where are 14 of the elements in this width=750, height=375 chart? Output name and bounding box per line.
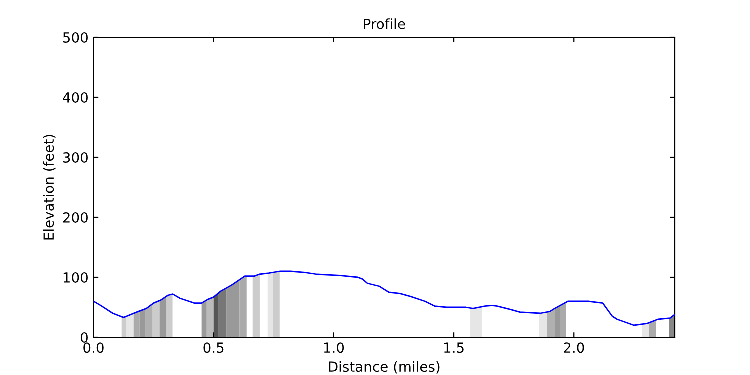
y-axis-title: Elevation (feet) [43,135,56,240]
chart-title: Profile [364,18,406,30]
x-axis-title: Distance (miles) [329,361,440,374]
x-tick-label: 1.0 [324,342,344,354]
x-tick-label: 0.0 [84,342,104,354]
y-tick-label: 100 [64,272,88,283]
y-tick-label: 200 [63,212,88,223]
y-tick-label: 0 [80,332,88,343]
y-tick-label: 300 [63,152,88,163]
y-tick-label: 400 [63,92,88,103]
y-tick-label: 500 [63,32,88,43]
x-tick-label: 1.5 [444,342,464,354]
x-tick-label: 2.0 [564,342,584,354]
x-tick-label: 0.5 [204,342,224,354]
